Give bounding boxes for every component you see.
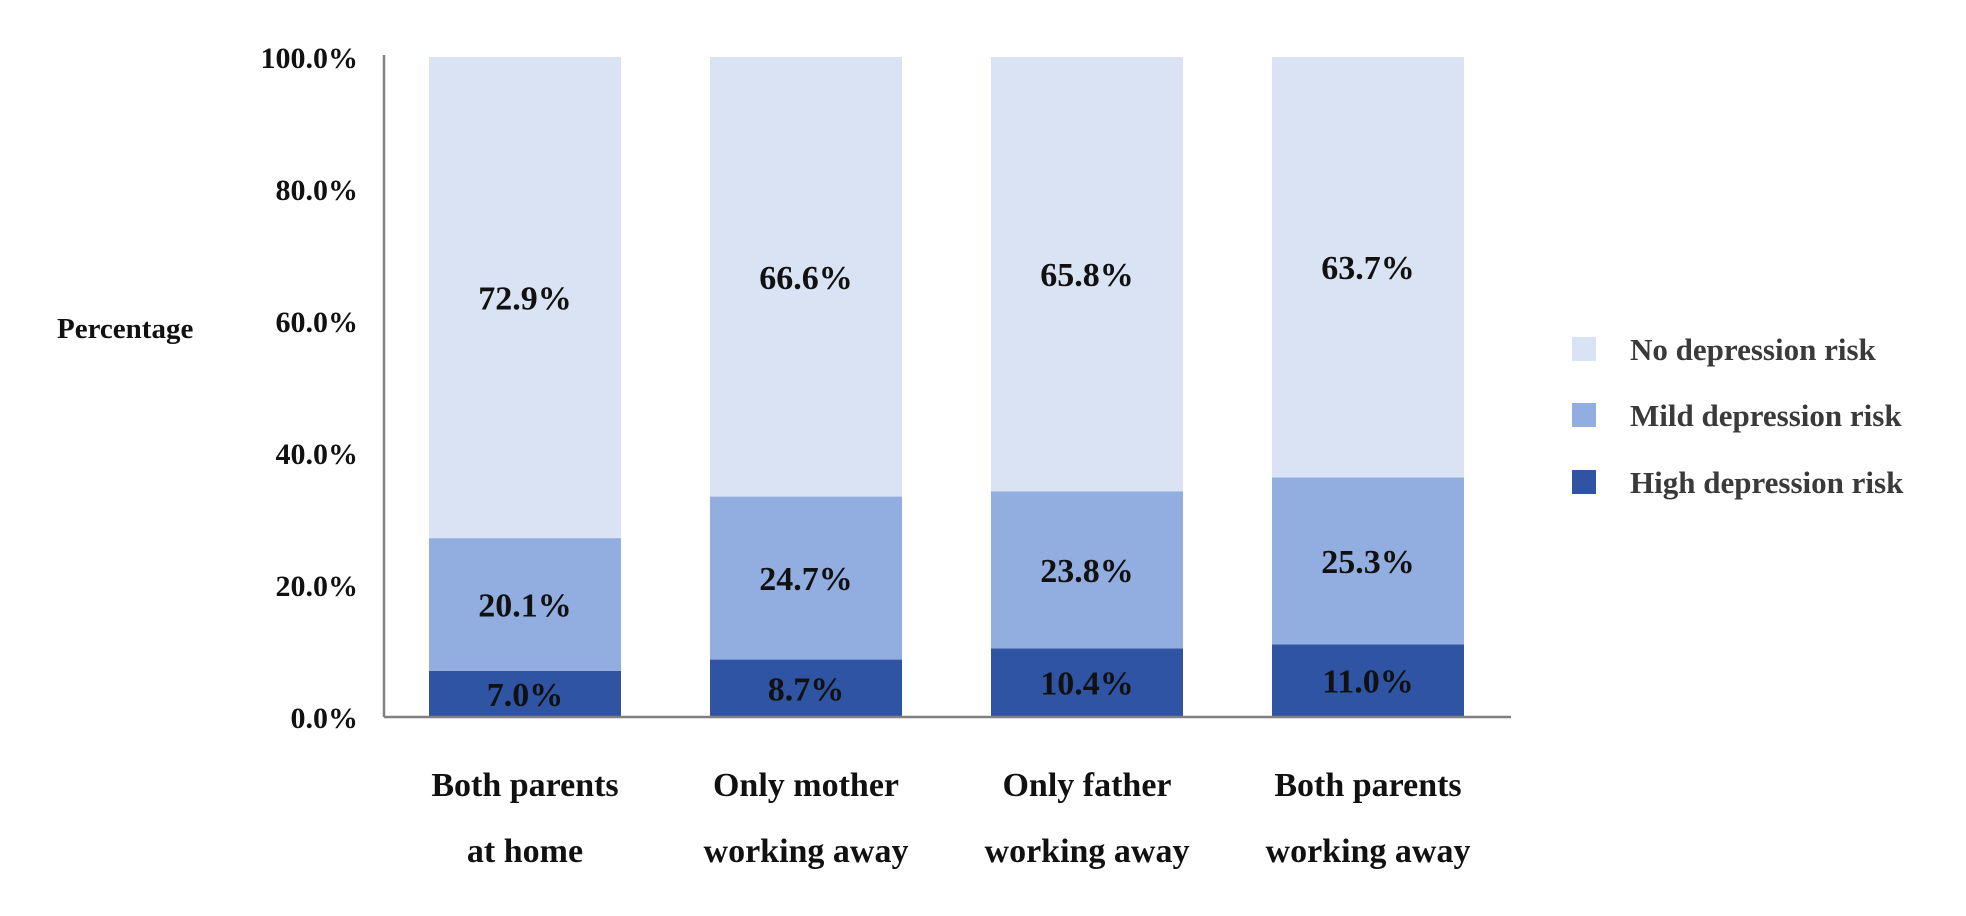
- bar-value-label: 72.9%: [478, 281, 572, 318]
- bar-segment: [1272, 477, 1464, 645]
- bar-value-label: 10.4%: [1040, 666, 1134, 703]
- bar-segment: [710, 57, 902, 497]
- legend-swatch: [1572, 337, 1596, 361]
- legend-label: High depression risk: [1630, 465, 1904, 500]
- bar-segment: [429, 670, 621, 717]
- bar-segment: [710, 659, 902, 717]
- x-category-label: working away: [985, 833, 1190, 870]
- x-category-label: Both parents: [431, 767, 618, 804]
- bar-segment: [429, 538, 621, 671]
- legend-label: No depression risk: [1630, 332, 1877, 367]
- legend: No depression risk Mild depression risk Hi…: [1572, 332, 1904, 500]
- bar-value-label: 7.0%: [487, 677, 564, 714]
- x-category-label: Only mother: [713, 767, 899, 804]
- axes: [382, 55, 1511, 719]
- bar-value-label: 63.7%: [1321, 250, 1415, 287]
- bar-segment: [1272, 57, 1464, 478]
- legend-swatch: [1572, 403, 1596, 427]
- y-axis-ticks: 0.0% 20.0% 40.0% 60.0% 80.0% 100.0%: [261, 42, 359, 735]
- x-category-label: Both parents: [1274, 767, 1461, 804]
- bar-segment: [1272, 644, 1464, 717]
- y-tick-label: 100.0%: [261, 42, 359, 75]
- bar-value-label: 24.7%: [759, 561, 853, 598]
- y-tick-label: 80.0%: [276, 174, 359, 207]
- bar-segment: [991, 491, 1183, 649]
- y-tick-label: 60.0%: [276, 306, 359, 339]
- bar-value-label: 20.1%: [478, 587, 572, 624]
- bar-value-label: 66.6%: [759, 260, 853, 297]
- y-tick-label: 20.0%: [276, 570, 359, 603]
- y-axis-title: Percentage: [57, 313, 193, 345]
- bar-value-label: 11.0%: [1322, 664, 1414, 701]
- x-axis-categories: Both parents at home Only mother working aw…: [431, 767, 1470, 870]
- bar-value-label: 23.8%: [1040, 553, 1134, 590]
- x-category-label: at home: [467, 833, 583, 870]
- bar-segment: [710, 496, 902, 660]
- bar-segment: [991, 648, 1183, 717]
- x-category-label: working away: [704, 833, 909, 870]
- bar-value-label: 65.8%: [1040, 257, 1134, 294]
- data-labels: 7.0% 20.1% 72.9% 8.7% 24.7% 66.6% 10.4% 23.8% 65…: [478, 250, 1415, 714]
- bar-value-label: 8.7%: [768, 671, 845, 708]
- legend-label: Mild depression risk: [1630, 398, 1902, 433]
- bar-segment: [991, 57, 1183, 492]
- bar-value-label: 25.3%: [1321, 544, 1415, 581]
- bars: [429, 57, 1464, 717]
- x-category-label: working away: [1266, 833, 1471, 870]
- x-category-label: Only father: [1002, 767, 1171, 804]
- y-tick-label: 0.0%: [291, 702, 359, 735]
- bar-segment: [429, 57, 621, 539]
- legend-swatch: [1572, 470, 1596, 494]
- y-tick-label: 40.0%: [276, 438, 359, 471]
